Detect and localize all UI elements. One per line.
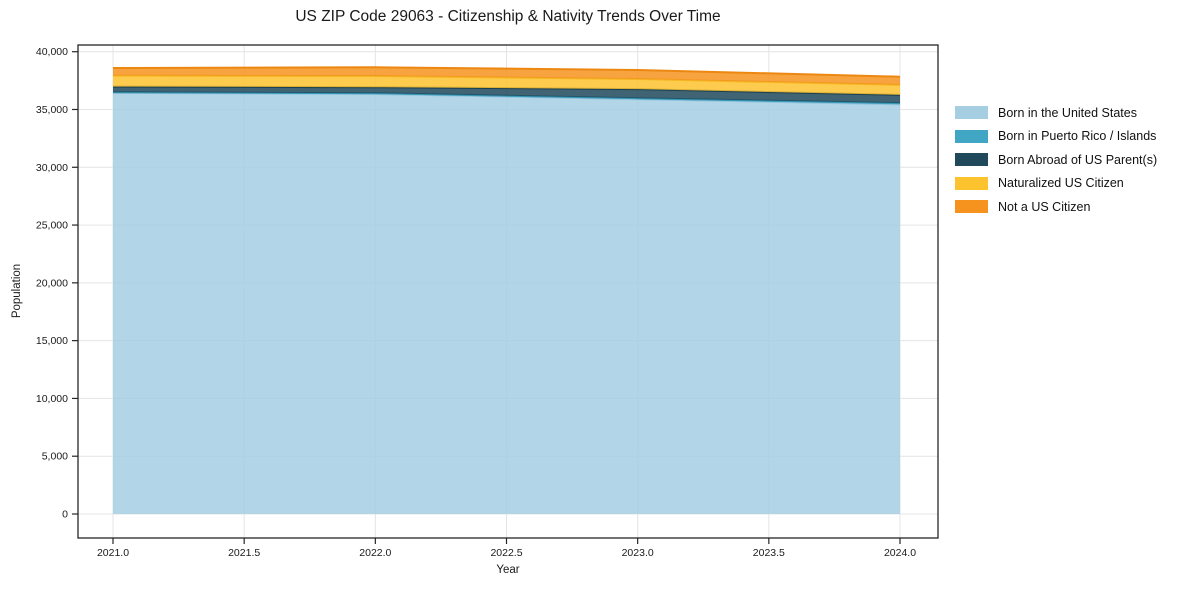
y-tick-label: 20,000 (36, 277, 68, 289)
x-tick-label: 2023.0 (622, 547, 654, 559)
y-tick-label: 25,000 (36, 220, 68, 232)
area-series-0 (113, 92, 900, 515)
legend-swatch (955, 106, 988, 120)
y-tick-label: 30,000 (36, 162, 68, 174)
legend-swatch (955, 200, 988, 214)
legend-label: Born in the United States (998, 105, 1137, 120)
x-tick-label: 2023.5 (753, 547, 785, 559)
y-tick-label: 0 (62, 509, 68, 521)
legend-item-2[interactable]: Born Abroad of US Parent(s) (955, 148, 1157, 172)
y-axis-title: Population (11, 263, 23, 319)
area-edge-series-4 (112, 66, 901, 78)
y-tick-label: 15,000 (36, 335, 68, 347)
x-tick-label: 2021.0 (97, 547, 129, 559)
legend-swatch (955, 153, 988, 167)
legend-item-3[interactable]: Naturalized US Citizen (955, 172, 1157, 196)
legend-label: Not a US Citizen (998, 199, 1091, 214)
legend-item-4[interactable]: Not a US Citizen (955, 195, 1157, 219)
y-tick-label: 10,000 (36, 393, 68, 405)
legend: Born in the United States Born in Puerto … (955, 101, 1157, 219)
x-tick-label: 2022.5 (490, 547, 522, 559)
legend-item-1[interactable]: Born in Puerto Rico / Islands (955, 125, 1157, 149)
legend-label: Born in Puerto Rico / Islands (998, 129, 1157, 144)
y-tick-label: 5,000 (42, 451, 68, 463)
x-tick-label: 2024.0 (884, 547, 916, 559)
legend-swatch (955, 129, 988, 143)
area-series-3 (113, 75, 900, 95)
legend-swatch (955, 176, 988, 190)
plot-border (77, 44, 939, 539)
x-axis-title: Year (496, 564, 520, 576)
legend-item-0[interactable]: Born in the United States (955, 101, 1157, 125)
legend-label: Born Abroad of US Parent(s) (998, 152, 1158, 167)
y-tick-label: 35,000 (36, 104, 68, 116)
x-tick-label: 2022.0 (359, 547, 391, 559)
x-tick-label: 2021.5 (228, 547, 260, 559)
legend-label: Naturalized US Citizen (998, 176, 1124, 191)
y-tick-label: 40,000 (36, 46, 68, 58)
chart-title: US ZIP Code 29063 - Citizenship & Nativi… (295, 8, 721, 25)
